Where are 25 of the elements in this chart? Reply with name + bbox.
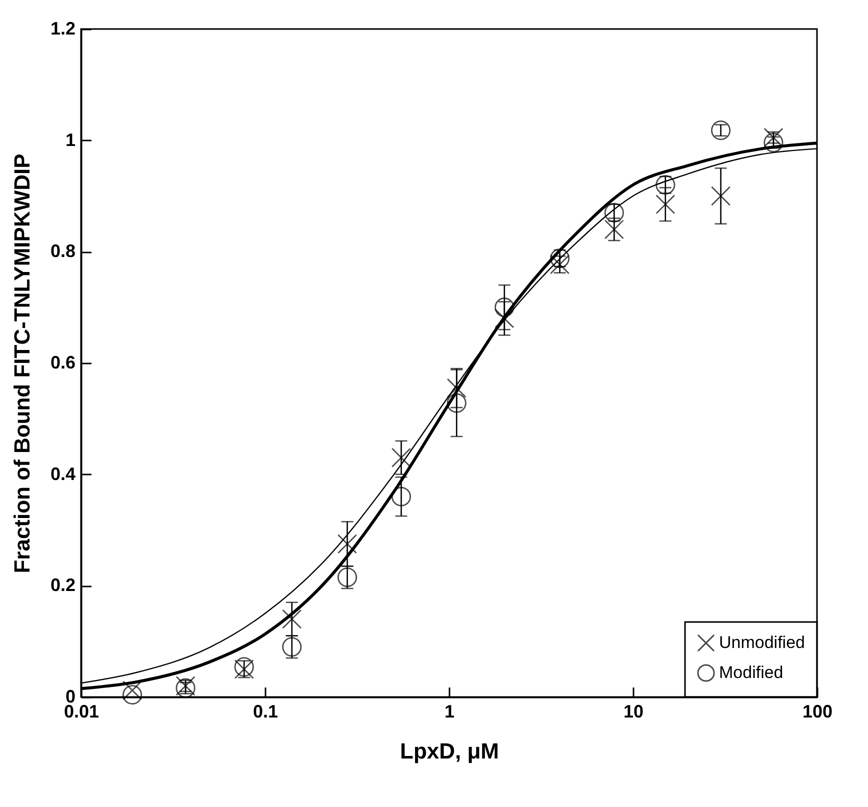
y-axis-title: Fraction of Bound FITC-TNLYMIPKWDIP — [9, 154, 34, 574]
point — [711, 120, 731, 140]
point — [122, 680, 142, 700]
x-tick-label: 0.01 — [64, 702, 100, 722]
y-tick-label: 1 — [65, 130, 76, 150]
x-axis-title: LpxD, μM — [400, 738, 500, 764]
x-tick-label: 100 — [802, 702, 833, 722]
y-tick-label: 0.2 — [50, 575, 76, 596]
y-tick-label: 1.2 — [50, 18, 76, 38]
point — [337, 534, 358, 554]
y-tick-label: 0.6 — [50, 352, 76, 372]
point — [764, 132, 784, 152]
point — [282, 609, 302, 629]
point — [656, 194, 676, 214]
x-tick-label: 10 — [623, 702, 644, 722]
point — [711, 186, 731, 206]
y-tick-label: 0.4 — [50, 464, 76, 484]
x-tick-label: 1 — [444, 702, 455, 722]
point — [656, 175, 676, 195]
point — [764, 128, 784, 148]
x-tick-label: 0.1 — [252, 702, 278, 722]
point — [122, 685, 142, 705]
legend-label: Unmodified — [719, 633, 805, 652]
y-tick-label: 0.8 — [50, 241, 76, 262]
legend-label: Modified — [719, 663, 784, 682]
